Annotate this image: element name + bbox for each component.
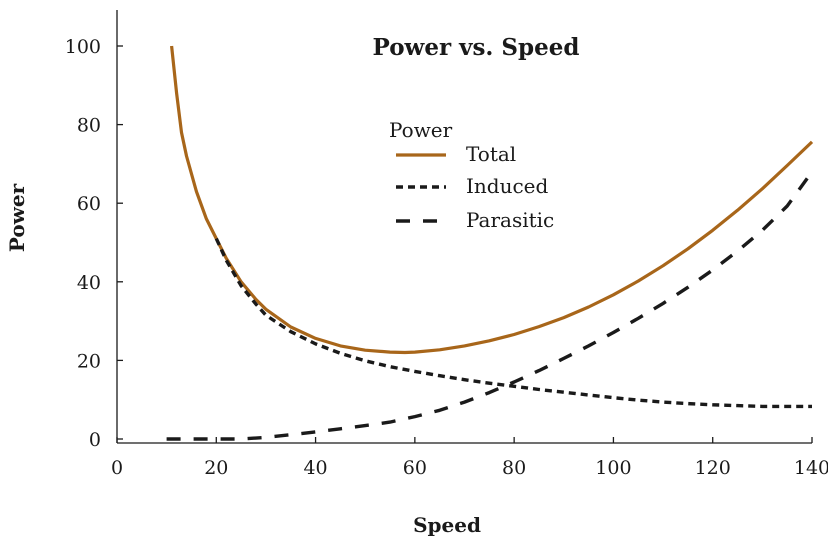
chart-title: Power vs. Speed (373, 34, 580, 61)
y-axis-label: Power (5, 183, 29, 252)
series-line-parasitic (166, 170, 814, 441)
x-tick-label: 20 (204, 457, 228, 479)
x-tick-label: 80 (502, 457, 526, 479)
series-line-induced (214, 237, 812, 409)
legend-label-induced: Induced (466, 174, 549, 198)
y-tick-label: 20 (77, 350, 101, 372)
plot-area: 0 20 40 60 80 100 120 140 0 20 40 60 80 100 (65, 10, 828, 479)
legend-label-parasitic: Parasitic (466, 208, 554, 232)
series-layer (166, 45, 814, 441)
x-tick-label: 40 (303, 457, 327, 479)
x-tick-label: 140 (794, 457, 828, 479)
y-tick-label: 100 (65, 36, 101, 58)
y-tick-label: 0 (89, 429, 101, 451)
x-tick-label: 0 (111, 457, 123, 479)
x-tick-label: 60 (403, 457, 427, 479)
y-tick-label: 60 (77, 193, 101, 215)
legend-title: Power (389, 118, 453, 142)
y-tick-label: 40 (77, 272, 101, 294)
axis-ticks: 0 20 40 60 80 100 120 140 0 20 40 60 80 100 (65, 36, 828, 479)
legend-label-total: Total (466, 142, 516, 166)
x-tick-label: 120 (695, 457, 731, 479)
series-line-total (170, 45, 814, 355)
x-axis-label: Speed (413, 513, 481, 537)
legend: Power Total Induced Parasitic (389, 118, 554, 232)
y-tick-label: 80 (77, 115, 101, 137)
x-tick-label: 100 (595, 457, 631, 479)
